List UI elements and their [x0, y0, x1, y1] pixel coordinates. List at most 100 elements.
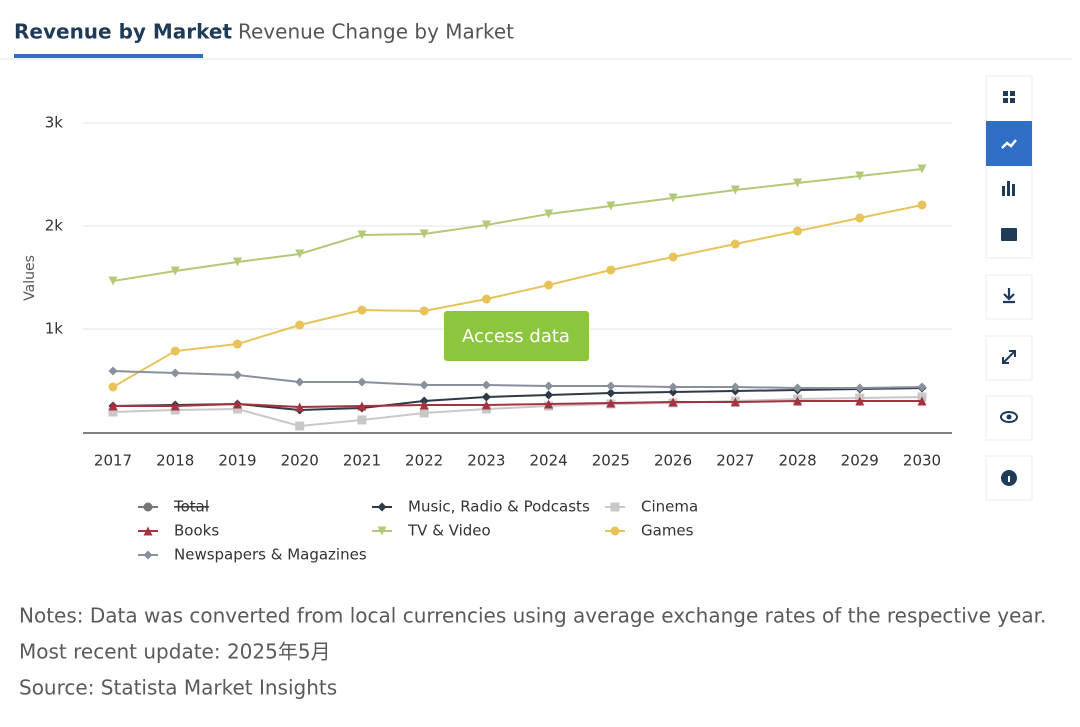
icon[interactable]	[1006, 414, 1012, 420]
legend-label[interactable]: Books	[174, 522, 219, 540]
marker	[606, 201, 616, 211]
icon[interactable]	[1001, 228, 1017, 241]
marker	[793, 396, 803, 406]
x-tick-label: 2020	[281, 452, 319, 470]
tab[interactable]: Revenue by Market	[14, 20, 232, 44]
icon[interactable]	[1003, 91, 1008, 96]
series-line	[112, 395, 923, 428]
legend-label[interactable]: Newspapers & Magazines	[174, 546, 367, 564]
legend-label[interactable]: Total	[173, 498, 209, 516]
marker	[419, 380, 429, 390]
marker	[170, 368, 180, 378]
x-tick-label: 2021	[343, 452, 381, 470]
x-tick-label: 2017	[94, 452, 132, 470]
marker	[668, 252, 678, 262]
marker	[730, 185, 740, 195]
legend-item[interactable]: Books	[138, 522, 219, 540]
icon[interactable]	[1000, 411, 1018, 423]
marker	[170, 266, 180, 276]
icon[interactable]	[1002, 186, 1005, 196]
icon[interactable]	[1003, 98, 1008, 103]
marker	[419, 306, 429, 316]
marker	[606, 388, 616, 398]
legend-item[interactable]: Newspapers & Magazines	[138, 546, 367, 564]
marker	[855, 396, 865, 406]
marker	[606, 381, 616, 391]
marker	[668, 397, 678, 407]
x-tick-label: 2022	[405, 452, 443, 470]
marker	[481, 220, 491, 230]
marker	[108, 407, 118, 417]
marker	[357, 401, 367, 411]
icon[interactable]	[1012, 184, 1015, 196]
marker	[143, 526, 153, 536]
marker	[668, 382, 678, 392]
marker	[544, 390, 554, 400]
icon[interactable]	[1007, 181, 1010, 196]
tab[interactable]: Revenue Change by Market	[238, 20, 514, 44]
marker	[544, 381, 554, 391]
marker	[668, 193, 678, 203]
series-line	[112, 204, 923, 388]
marker	[917, 164, 927, 174]
marker	[232, 404, 242, 414]
toolbar-group	[985, 75, 1033, 259]
marker	[917, 200, 927, 210]
y-tick-label: 1k	[45, 320, 64, 338]
marker	[610, 502, 620, 512]
marker	[917, 396, 927, 406]
x-tick-label: 2030	[903, 452, 941, 470]
legend-label[interactable]: Music, Radio & Podcasts	[408, 498, 590, 516]
marker	[606, 265, 616, 275]
marker	[108, 401, 118, 411]
marker	[668, 387, 678, 397]
icon[interactable]	[1010, 98, 1015, 103]
x-tick-label: 2019	[218, 452, 256, 470]
y-tick-label: 3k	[45, 114, 64, 132]
legend-item[interactable]: Cinema	[605, 498, 698, 516]
access-data-button[interactable]	[444, 311, 589, 361]
legend-item[interactable]: TV & Video	[372, 522, 491, 540]
marker	[143, 502, 153, 512]
marker	[419, 408, 429, 418]
marker	[481, 380, 491, 390]
legend-label[interactable]: Cinema	[641, 498, 698, 516]
note: Source: Statista Market Insights	[19, 676, 337, 700]
y-tick-label: 2k	[45, 217, 64, 235]
marker	[295, 402, 305, 412]
icon[interactable]	[1001, 139, 1017, 149]
marker	[232, 339, 242, 349]
toolbar-button[interactable]	[985, 335, 1033, 381]
marker	[143, 550, 153, 560]
marker	[481, 392, 491, 402]
marker	[544, 399, 554, 409]
x-tick-label: 2023	[467, 452, 505, 470]
legend-item[interactable]: Music, Radio & Podcasts	[372, 498, 590, 516]
marker	[232, 370, 242, 380]
marker	[730, 397, 740, 407]
button-label[interactable]: Access data	[462, 326, 570, 347]
marker	[377, 502, 387, 512]
icon[interactable]	[1002, 350, 1016, 364]
marker	[917, 382, 927, 392]
icon[interactable]	[1003, 288, 1015, 304]
marker	[793, 383, 803, 393]
marker	[606, 398, 616, 408]
legend-item[interactable]: Games	[605, 522, 694, 540]
tab-underline	[14, 54, 203, 58]
marker	[793, 178, 803, 188]
plot: 1k 2k 3k 2017 2018 2019 2020 2021 2022 2023 2024 20…	[45, 114, 952, 564]
legend-label[interactable]: TV & Video	[407, 522, 491, 540]
legend-item[interactable]: Total	[138, 498, 209, 516]
marker	[357, 230, 367, 240]
x-tick-label: 2026	[654, 452, 692, 470]
icon[interactable]	[1010, 91, 1015, 96]
marker	[610, 526, 620, 536]
legend-label[interactable]: Games	[641, 522, 694, 540]
marker	[544, 209, 554, 219]
note: Notes: Data was converted from local cur…	[19, 604, 1046, 628]
marker	[855, 213, 865, 223]
marker	[730, 239, 740, 249]
